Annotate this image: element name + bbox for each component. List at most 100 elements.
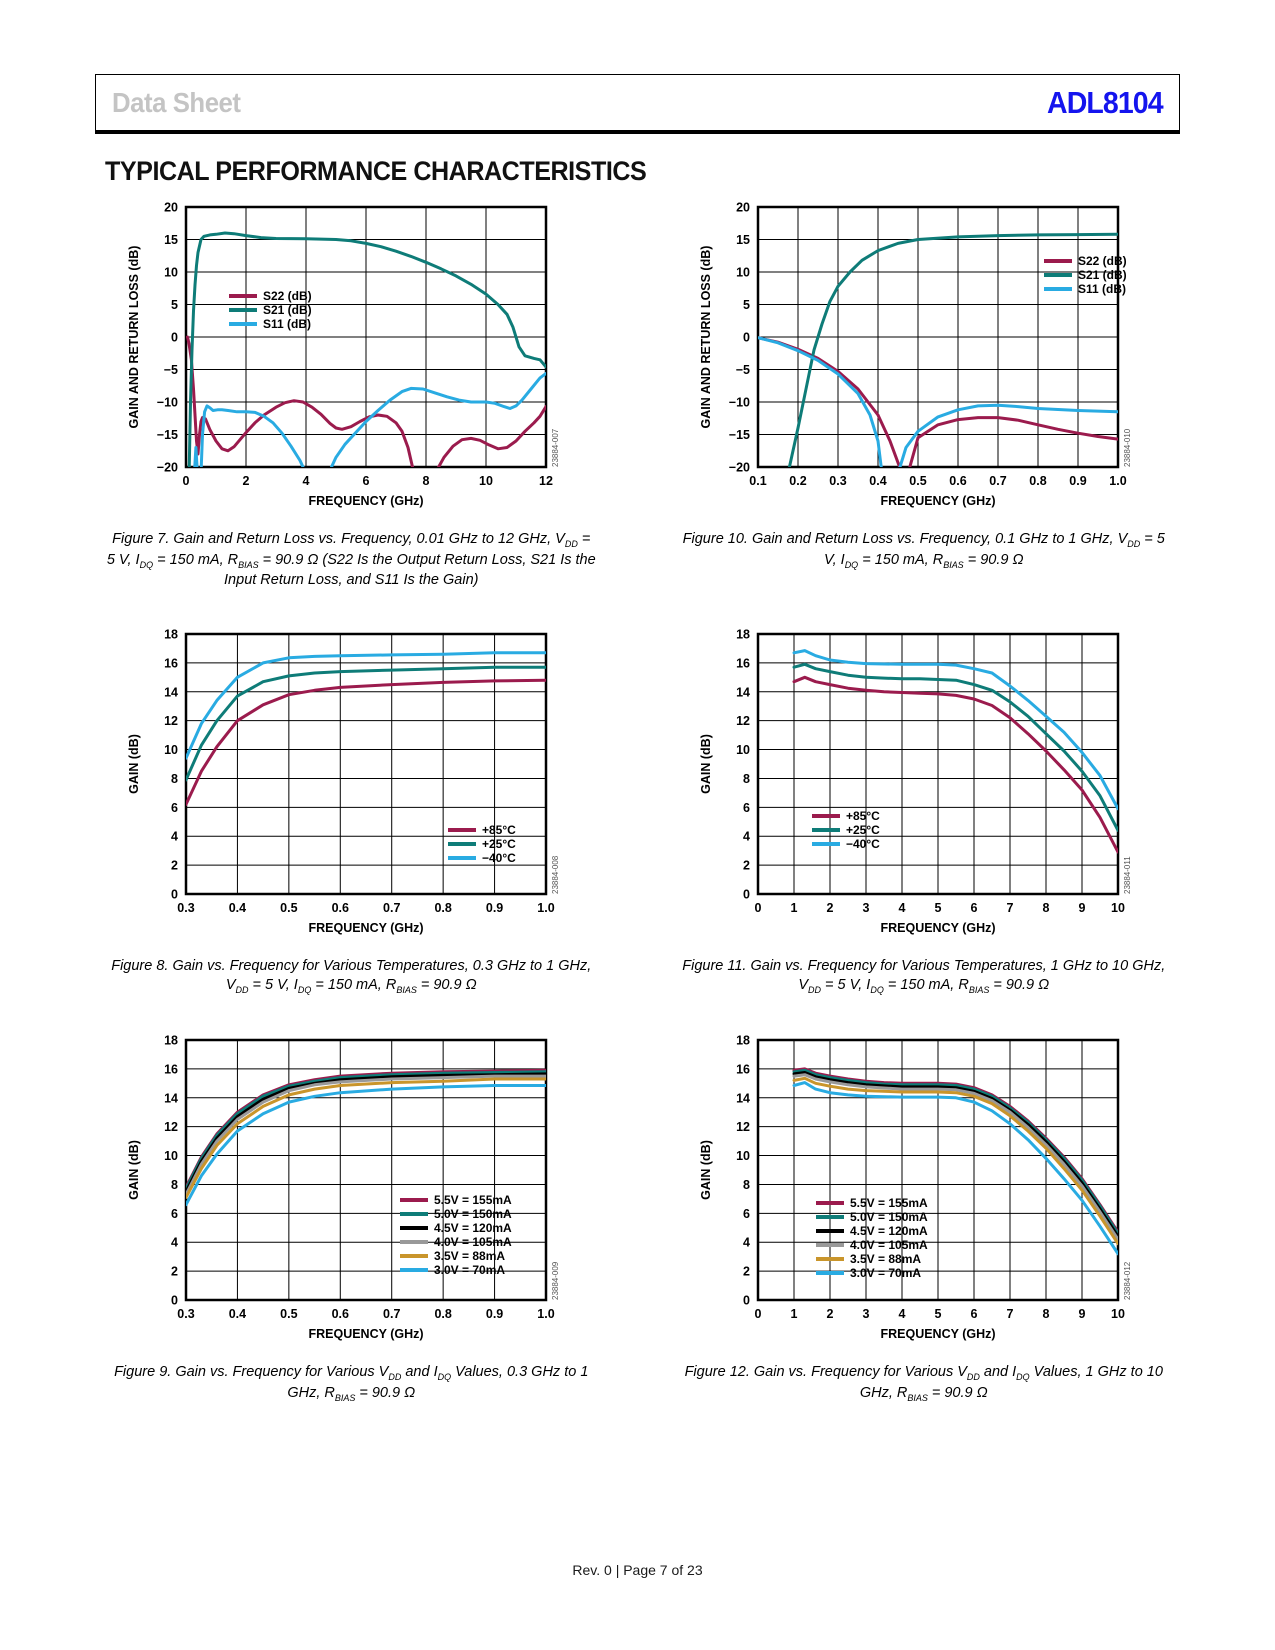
svg-text:0.6: 0.6 [950, 474, 967, 488]
svg-text:20: 20 [164, 201, 178, 215]
svg-text:14: 14 [164, 685, 178, 699]
svg-text:0.9: 0.9 [1070, 474, 1087, 488]
svg-text:0.7: 0.7 [990, 474, 1007, 488]
svg-text:23884-011: 23884-011 [1123, 856, 1132, 894]
svg-text:S22 (dB): S22 (dB) [263, 289, 312, 303]
svg-text:4: 4 [171, 830, 178, 844]
svg-text:16: 16 [736, 656, 750, 670]
svg-text:0: 0 [743, 1294, 750, 1308]
figure-8: 0.3 0.4 0.5 0.6 0.7 0.8 0.9 1.0 18 16 14 12 10 8 6 4 2 0 F… [74, 624, 629, 996]
figure-12-caption: Figure 12. Gain vs. Frequency for Variou… [684, 1364, 1163, 1403]
svg-text:10: 10 [164, 743, 178, 757]
svg-text:2: 2 [171, 859, 178, 873]
svg-text:12: 12 [164, 714, 178, 728]
svg-text:S11 (dB): S11 (dB) [1078, 282, 1126, 296]
svg-text:S11 (dB): S11 (dB) [263, 317, 311, 331]
figure-9: 0.3 0.4 0.5 0.6 0.7 0.8 0.9 1.0 18 16 14 12 10 8 6 4 2 0 F… [74, 1030, 629, 1404]
svg-text:0: 0 [171, 887, 178, 901]
svg-text:0.4: 0.4 [228, 901, 245, 915]
svg-text:−5: −5 [736, 363, 750, 377]
svg-text:S21 (dB): S21 (dB) [1078, 268, 1127, 282]
section-title: TYPICAL PERFORMANCE CHARACTERISTICS [105, 156, 647, 186]
page-footer: Rev. 0 | Page 7 of 23 [572, 1562, 703, 1578]
svg-text:10: 10 [1111, 901, 1125, 915]
svg-text:0: 0 [171, 1294, 178, 1308]
svg-text:14: 14 [164, 1092, 178, 1106]
svg-text:+85°C: +85°C [846, 809, 880, 823]
svg-text:4: 4 [743, 830, 750, 844]
figure-11-caption: Figure 11. Gain vs. Frequency for Variou… [682, 957, 1166, 995]
svg-text:GAIN AND RETURN LOSS (dB): GAIN AND RETURN LOSS (dB) [127, 246, 141, 429]
svg-text:0.5: 0.5 [280, 901, 297, 915]
svg-text:23884-007: 23884-007 [551, 428, 560, 467]
svg-text:−20: −20 [157, 461, 178, 475]
svg-text:15: 15 [164, 233, 178, 247]
page-header: Data Sheet ADL8104 [95, 74, 1180, 134]
svg-text:GAIN (dB): GAIN (dB) [127, 1141, 141, 1201]
svg-text:GAIN (dB): GAIN (dB) [127, 734, 141, 794]
svg-text:0.6: 0.6 [331, 901, 348, 915]
svg-text:0.5: 0.5 [910, 474, 927, 488]
part-number: ADL8104 [1047, 84, 1164, 120]
svg-text:23884-012: 23884-012 [1123, 1262, 1132, 1301]
figure-11: 0 1 2 3 4 5 6 7 8 9 10 18 16 14 12 10 8 6 4 2 0 FREQUENCY (GH… [646, 624, 1201, 996]
svg-text:4: 4 [171, 1236, 178, 1250]
svg-text:6: 6 [743, 801, 750, 815]
svg-text:−15: −15 [729, 428, 750, 442]
svg-text:7: 7 [1007, 901, 1014, 915]
svg-text:0.7: 0.7 [383, 1307, 400, 1321]
svg-text:0.5: 0.5 [280, 1307, 297, 1321]
svg-text:5: 5 [935, 901, 942, 915]
charts-grid: 0 2 4 6 8 10 12 20 15 10 5 0 −5 −10 −15 −20 FREQUENCY (G… [70, 197, 1205, 1405]
svg-text:FREQUENCY (GHz): FREQUENCY (GHz) [881, 1327, 996, 1341]
svg-text:23884-010: 23884-010 [1123, 428, 1132, 467]
svg-text:10: 10 [1111, 1307, 1125, 1321]
svg-text:6: 6 [971, 1307, 978, 1321]
svg-text:10: 10 [164, 1149, 178, 1163]
svg-text:3.0V = 70mA: 3.0V = 70mA [434, 1263, 505, 1277]
svg-text:1.0: 1.0 [537, 1307, 554, 1321]
svg-text:1.0: 1.0 [1110, 474, 1127, 488]
svg-text:4.0V = 105mA: 4.0V = 105mA [850, 1238, 928, 1252]
svg-text:18: 18 [736, 1034, 750, 1048]
svg-text:0: 0 [182, 474, 189, 488]
svg-text:0.7: 0.7 [383, 901, 400, 915]
svg-text:4: 4 [743, 1236, 750, 1250]
svg-text:+85°C: +85°C [482, 823, 516, 837]
svg-text:0.9: 0.9 [486, 901, 503, 915]
svg-text:4.5V = 120mA: 4.5V = 120mA [434, 1221, 512, 1235]
svg-text:2: 2 [827, 901, 834, 915]
svg-text:0.9: 0.9 [486, 1307, 503, 1321]
svg-text:5.0V = 150mA: 5.0V = 150mA [850, 1210, 928, 1224]
svg-text:2: 2 [827, 1307, 834, 1321]
svg-text:12: 12 [164, 1121, 178, 1135]
svg-text:6: 6 [171, 1207, 178, 1221]
svg-text:18: 18 [736, 627, 750, 641]
svg-text:10: 10 [736, 743, 750, 757]
svg-text:−15: −15 [157, 428, 178, 442]
svg-text:S22 (dB): S22 (dB) [1078, 254, 1127, 268]
svg-text:FREQUENCY (GHz): FREQUENCY (GHz) [881, 921, 996, 935]
svg-text:+25°C: +25°C [846, 823, 880, 837]
svg-text:0: 0 [755, 901, 762, 915]
svg-text:0.3: 0.3 [830, 474, 847, 488]
doc-type-label: Data Sheet [112, 86, 241, 118]
figure-7-plot: 0 2 4 6 8 10 12 20 15 10 5 0 −5 −10 −15 −20 FREQUENCY (G… [127, 201, 560, 509]
svg-text:18: 18 [164, 627, 178, 641]
svg-text:23884-008: 23884-008 [551, 855, 560, 894]
svg-text:0.8: 0.8 [434, 1307, 451, 1321]
svg-text:14: 14 [736, 1092, 750, 1106]
svg-text:6: 6 [971, 901, 978, 915]
svg-text:GAIN AND RETURN LOSS (dB): GAIN AND RETURN LOSS (dB) [699, 246, 713, 429]
svg-text:0.4: 0.4 [228, 1307, 245, 1321]
svg-text:3.5V = 88mA: 3.5V = 88mA [850, 1252, 921, 1266]
svg-text:8: 8 [171, 1178, 178, 1192]
svg-text:−5: −5 [163, 363, 177, 377]
figure-10: 0.1 0.2 0.3 0.4 0.5 0.6 0.7 0.8 0.9 1.0 20 15 10 5 0 −5… [646, 197, 1201, 571]
svg-text:8: 8 [743, 772, 750, 786]
svg-text:16: 16 [164, 1063, 178, 1077]
svg-text:12: 12 [736, 1121, 750, 1135]
svg-text:−10: −10 [729, 396, 750, 410]
svg-text:0.3: 0.3 [177, 1307, 194, 1321]
